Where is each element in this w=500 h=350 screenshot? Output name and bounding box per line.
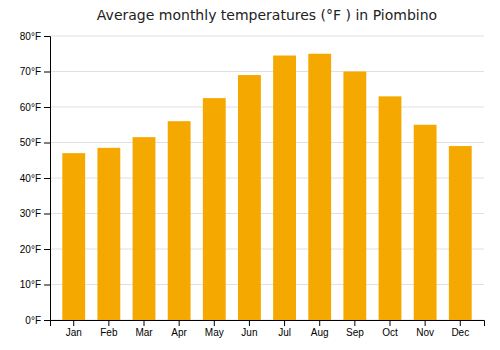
plot: Jan Feb Mar Apr May Jun Jul Aug Sep Oct Nov Dec 0°F 1… bbox=[20, 31, 485, 338]
y-tick-label: 50°F bbox=[20, 137, 41, 148]
y-tick-mark bbox=[44, 36, 50, 37]
x-tick: Feb bbox=[100, 320, 118, 338]
y-tick-mark bbox=[44, 107, 50, 108]
y-tick-label: 30°F bbox=[20, 208, 41, 219]
y-tick-label: 70°F bbox=[20, 66, 41, 77]
x-tick-label: Sep bbox=[346, 327, 364, 338]
grid-line bbox=[50, 71, 484, 72]
x-tick: Aug bbox=[311, 320, 329, 338]
x-tick: Jul bbox=[278, 320, 291, 338]
y-tick-mark bbox=[44, 285, 50, 286]
x-tick-mark bbox=[249, 320, 250, 326]
chart: Jan Feb Mar Apr May Jun Jul Aug Sep Oct Nov Dec 0°F 1… bbox=[0, 0, 500, 350]
y-tick: 20°F bbox=[20, 244, 50, 255]
x-tick-mark bbox=[460, 320, 461, 326]
bar bbox=[379, 96, 402, 320]
bar bbox=[343, 72, 366, 321]
x-tick-mark bbox=[73, 320, 74, 326]
bar bbox=[168, 121, 191, 320]
bar bbox=[97, 148, 120, 320]
x-tick: May bbox=[205, 320, 224, 338]
y-tick: 80°F bbox=[20, 31, 50, 42]
y-axis: 0°F 10°F 20°F 30°F 40°F 50°F 60°F 70°F 80°F bbox=[20, 31, 51, 326]
x-tick-label: Nov bbox=[416, 327, 434, 338]
grid bbox=[50, 36, 484, 320]
x-tick: Apr bbox=[171, 320, 187, 338]
x-tick-mark bbox=[354, 320, 355, 326]
y-tick: 50°F bbox=[20, 137, 50, 148]
x-tick-mark bbox=[425, 320, 426, 326]
y-tick-mark bbox=[44, 178, 50, 179]
x-tick-label: Mar bbox=[135, 327, 153, 338]
x-tick-label: Jan bbox=[66, 327, 82, 338]
y-tick-label: 80°F bbox=[20, 31, 41, 42]
bar bbox=[133, 137, 156, 320]
x-tick-label: Feb bbox=[100, 327, 118, 338]
grid-line bbox=[50, 107, 484, 108]
y-tick-label: 0°F bbox=[25, 315, 41, 326]
x-tick-label: Apr bbox=[171, 327, 187, 338]
x-axis: Jan Feb Mar Apr May Jun Jul Aug Sep Oct Nov Dec bbox=[51, 320, 485, 338]
y-tick-mark bbox=[44, 143, 50, 144]
y-tick: 60°F bbox=[20, 102, 50, 113]
bar bbox=[273, 56, 296, 320]
x-tick-mark bbox=[179, 320, 180, 326]
x-tick-mark bbox=[284, 320, 285, 326]
x-tick: Sep bbox=[346, 320, 364, 338]
bar bbox=[62, 153, 85, 320]
y-tick: 10°F bbox=[20, 279, 50, 290]
bar bbox=[414, 125, 437, 320]
bar bbox=[203, 98, 226, 320]
bar bbox=[308, 54, 331, 320]
x-tick-mark bbox=[319, 320, 320, 326]
axis-line bbox=[44, 37, 51, 321]
y-tick-mark bbox=[44, 249, 50, 250]
y-tick-label: 20°F bbox=[20, 244, 41, 255]
x-tick-mark bbox=[214, 320, 215, 326]
x-tick-label: Jul bbox=[278, 327, 291, 338]
y-tick-label: 40°F bbox=[20, 173, 41, 184]
x-tick-label: Oct bbox=[382, 327, 398, 338]
y-tick-mark bbox=[44, 72, 50, 73]
x-tick: Jun bbox=[241, 320, 257, 338]
x-tick-mark bbox=[389, 320, 390, 326]
y-tick-mark bbox=[44, 320, 50, 321]
y-tick: 70°F bbox=[20, 66, 50, 77]
title: Average monthly temperatures (°F ) in Pi… bbox=[97, 7, 437, 23]
x-tick: Jan bbox=[66, 320, 82, 338]
bar bbox=[449, 146, 472, 320]
x-tick-label: Jun bbox=[241, 327, 257, 338]
y-tick: 40°F bbox=[20, 173, 50, 184]
x-tick: Oct bbox=[382, 320, 398, 338]
y-tick-label: 60°F bbox=[20, 102, 41, 113]
grid-line bbox=[50, 36, 484, 37]
x-tick: Mar bbox=[135, 320, 153, 338]
y-tick-label: 10°F bbox=[20, 279, 41, 290]
y-tick: 30°F bbox=[20, 208, 50, 219]
x-tick-label: Dec bbox=[451, 327, 469, 338]
x-tick-label: Aug bbox=[311, 327, 329, 338]
y-tick: 0°F bbox=[25, 315, 50, 326]
x-tick: Nov bbox=[416, 320, 434, 338]
x-tick-label: May bbox=[205, 327, 224, 338]
x-tick-mark bbox=[108, 320, 109, 326]
axis-line bbox=[51, 321, 485, 327]
x-tick-mark bbox=[144, 320, 145, 326]
bar bbox=[238, 75, 261, 320]
bars bbox=[62, 54, 471, 320]
y-tick-mark bbox=[44, 214, 50, 215]
x-tick: Dec bbox=[451, 320, 469, 338]
